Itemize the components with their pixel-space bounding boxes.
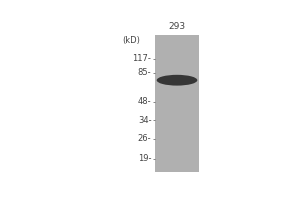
Text: 26-: 26-: [138, 134, 152, 143]
Text: 85-: 85-: [138, 68, 152, 77]
Text: 48-: 48-: [138, 97, 152, 106]
Text: 293: 293: [168, 22, 186, 31]
Text: 34-: 34-: [138, 116, 152, 125]
Text: (kD): (kD): [122, 36, 140, 45]
Text: 117-: 117-: [133, 54, 152, 63]
Ellipse shape: [157, 75, 197, 86]
FancyBboxPatch shape: [155, 35, 199, 172]
Text: 19-: 19-: [138, 154, 152, 163]
